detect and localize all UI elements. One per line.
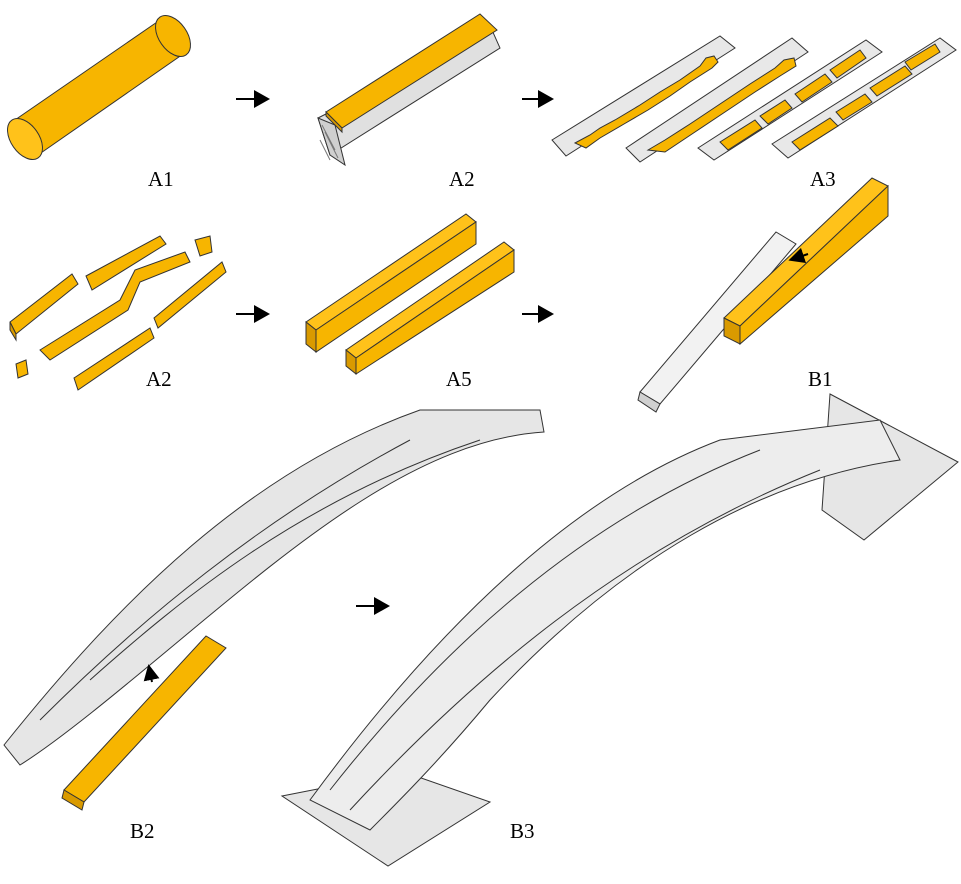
partial-arch-b2 bbox=[3, 409, 545, 811]
process-arrow-icon bbox=[236, 90, 270, 108]
separated-parts bbox=[9, 235, 227, 391]
process-arrow-icon bbox=[522, 90, 554, 108]
label-b3: B3 bbox=[510, 819, 535, 843]
assembly-b1 bbox=[637, 177, 889, 413]
board-slicing bbox=[317, 13, 501, 167]
process-arrow-icon bbox=[522, 305, 554, 323]
laminated-beams bbox=[305, 213, 515, 376]
label-a3: A3 bbox=[810, 167, 836, 191]
label-a2-mid: A2 bbox=[146, 367, 172, 391]
process-arrow-icon bbox=[356, 597, 390, 615]
label-a5: A5 bbox=[446, 367, 472, 391]
finished-bridge-b3 bbox=[280, 393, 959, 867]
label-b2: B2 bbox=[130, 819, 155, 843]
log-cylinder bbox=[7, 15, 191, 160]
label-a1: A1 bbox=[148, 167, 174, 191]
label-a2-top: A2 bbox=[449, 167, 475, 191]
label-b1: B1 bbox=[808, 367, 833, 391]
cut-plates bbox=[551, 35, 957, 163]
process-arrow-icon bbox=[236, 305, 270, 323]
